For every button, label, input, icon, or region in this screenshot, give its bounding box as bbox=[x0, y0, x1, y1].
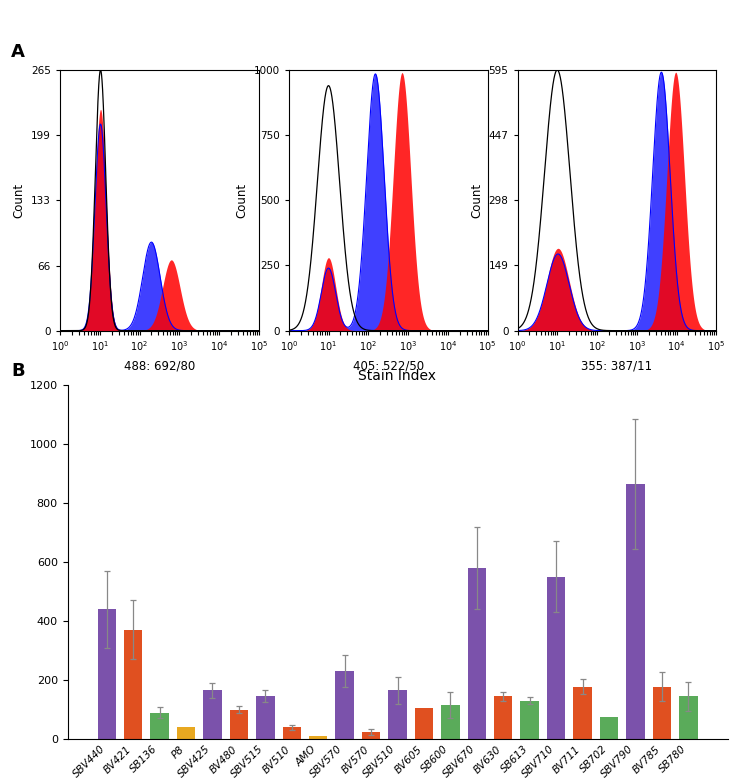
Bar bbox=[494, 696, 512, 739]
Bar bbox=[415, 708, 434, 739]
Y-axis label: Count: Count bbox=[235, 183, 248, 218]
Bar bbox=[230, 710, 248, 739]
Bar bbox=[679, 696, 698, 739]
Bar bbox=[150, 713, 169, 739]
Bar bbox=[573, 687, 592, 739]
Bar bbox=[335, 671, 354, 739]
Text: B: B bbox=[11, 362, 25, 380]
Title: Stain Index: Stain Index bbox=[358, 369, 436, 383]
Bar bbox=[441, 705, 460, 739]
Bar bbox=[203, 690, 222, 739]
Bar bbox=[309, 735, 328, 739]
X-axis label: 405: 522/50: 405: 522/50 bbox=[352, 359, 424, 372]
Y-axis label: Count: Count bbox=[13, 183, 26, 218]
Y-axis label: Count: Count bbox=[470, 183, 483, 218]
Bar bbox=[652, 687, 671, 739]
Bar bbox=[467, 568, 486, 739]
Bar bbox=[388, 690, 406, 739]
Bar bbox=[362, 732, 380, 739]
Text: A: A bbox=[11, 43, 26, 61]
Bar bbox=[547, 576, 566, 739]
Bar bbox=[256, 696, 274, 739]
Bar bbox=[124, 630, 142, 739]
Bar bbox=[520, 701, 539, 739]
Bar bbox=[177, 727, 195, 739]
Bar bbox=[600, 717, 618, 739]
Bar bbox=[626, 484, 645, 739]
X-axis label: 355: 387/11: 355: 387/11 bbox=[581, 359, 652, 372]
X-axis label: 488: 692/80: 488: 692/80 bbox=[124, 359, 195, 372]
Bar bbox=[283, 727, 301, 739]
Bar bbox=[98, 609, 116, 739]
